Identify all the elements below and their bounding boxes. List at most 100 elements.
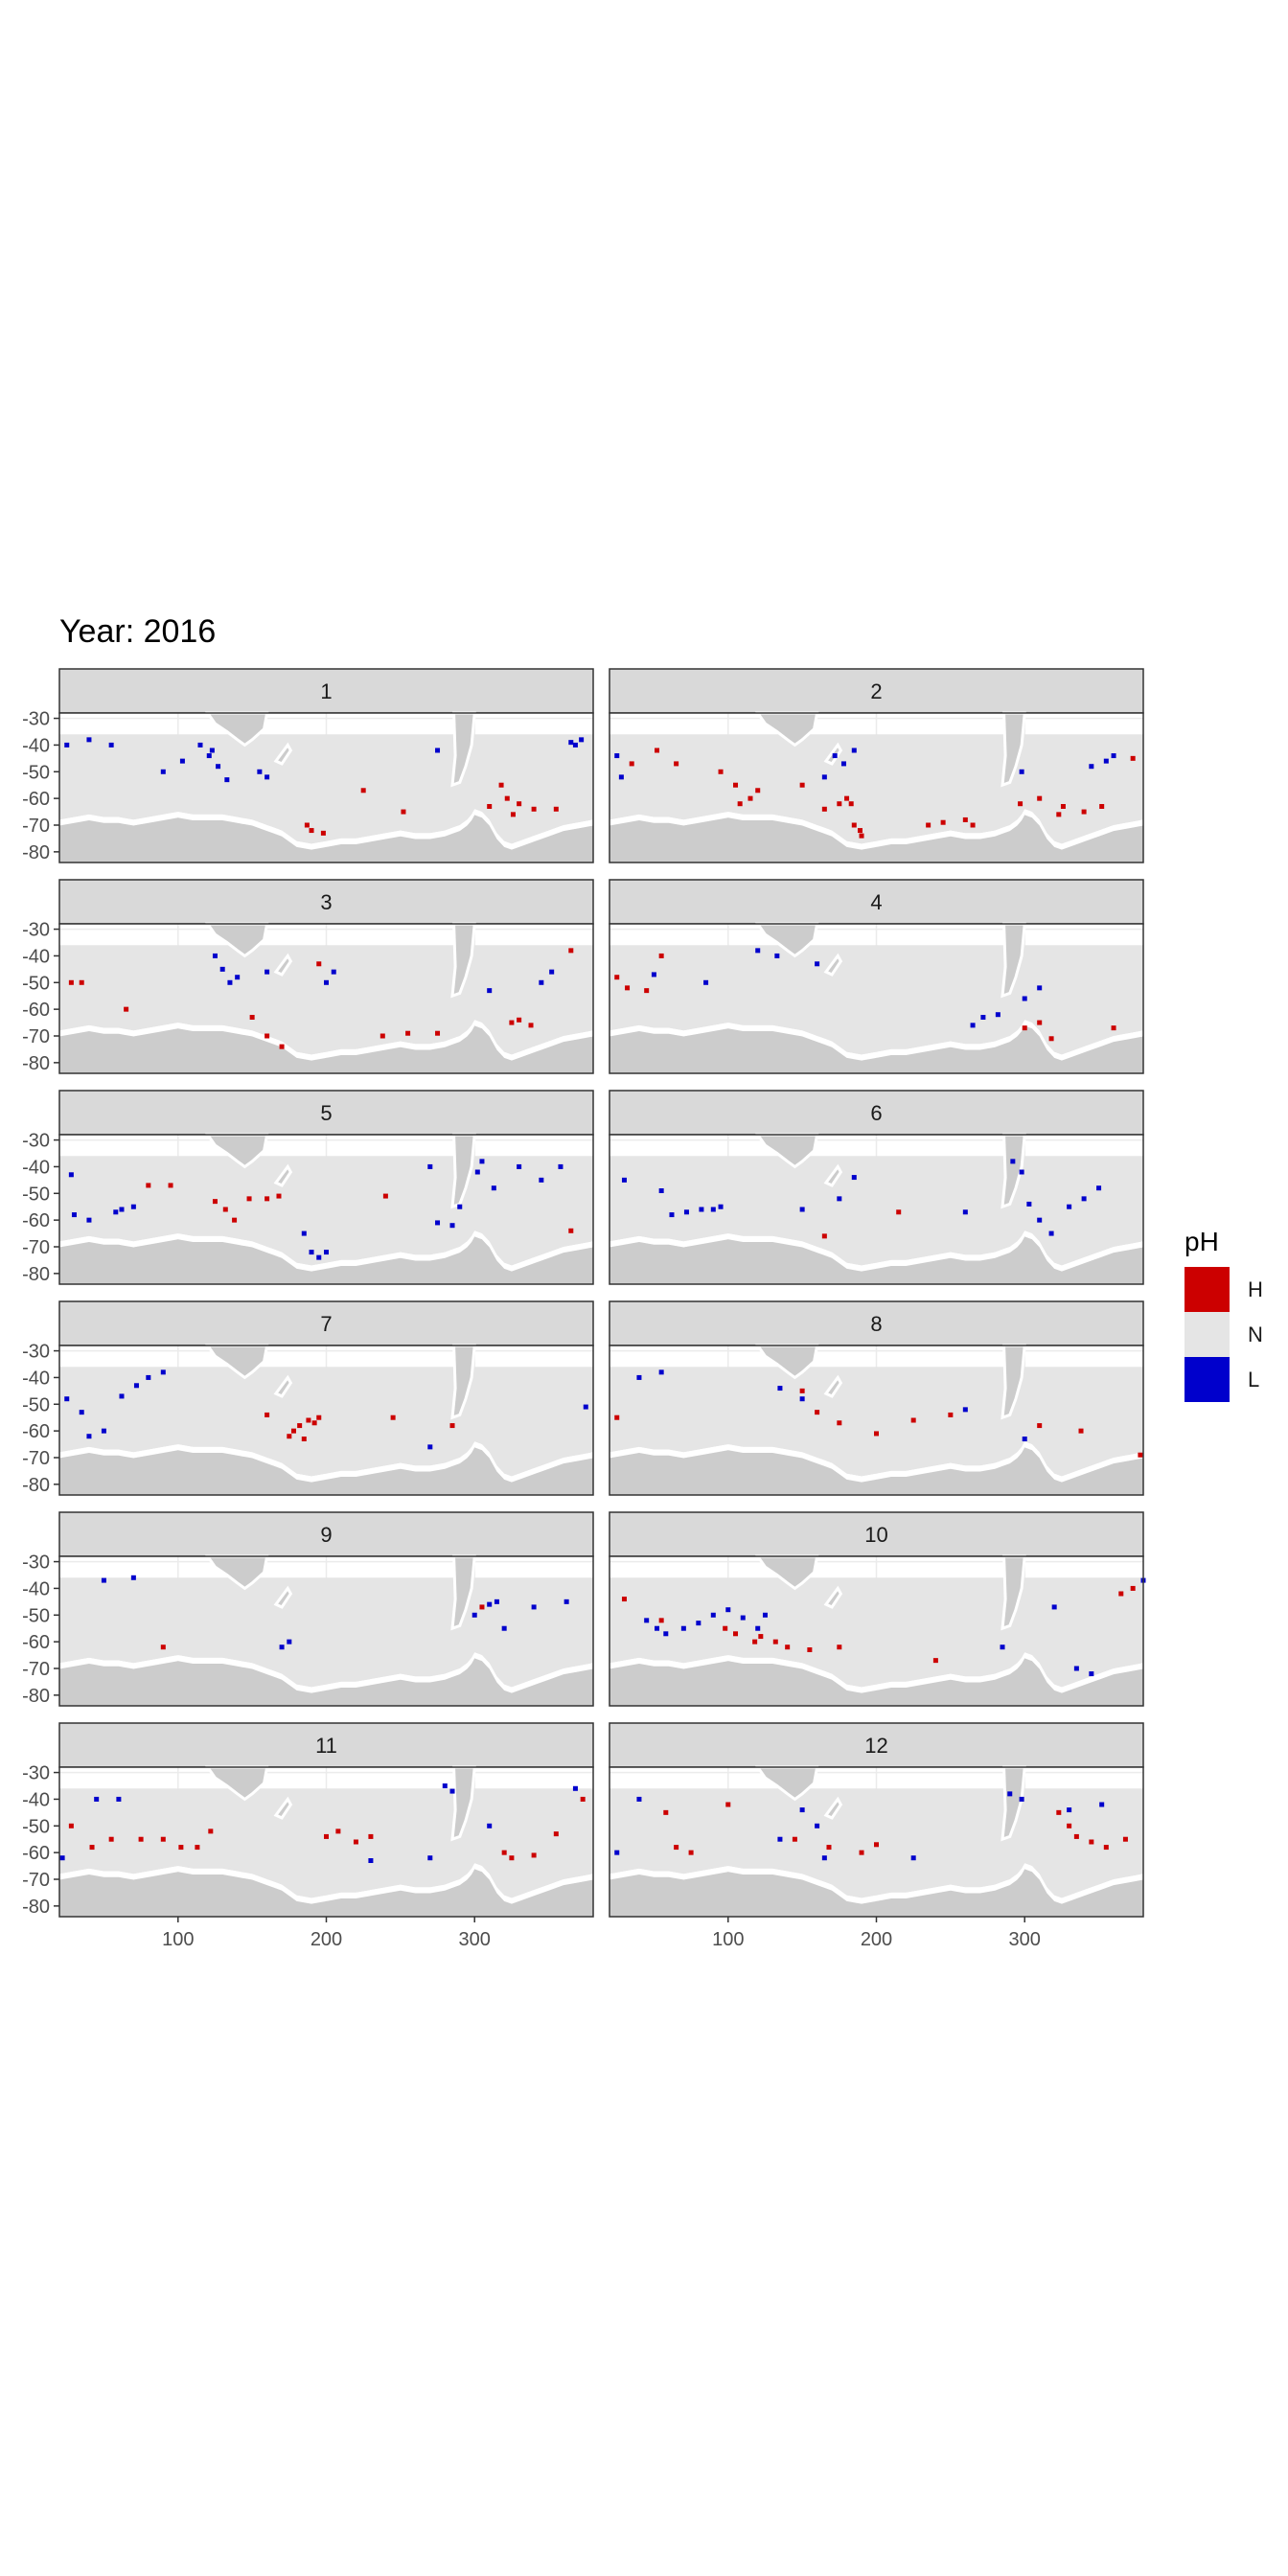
cell-high <box>932 1658 938 1664</box>
cell-high <box>658 953 664 958</box>
facet-strip <box>58 1090 594 1136</box>
cell-low <box>680 1625 686 1631</box>
cell-high <box>614 975 620 980</box>
cell-low <box>206 753 212 759</box>
cell-low <box>614 1850 620 1855</box>
y-tick-label: -50 <box>22 973 50 994</box>
cell-low <box>579 737 585 743</box>
cell-low <box>568 740 574 746</box>
cell-low <box>1103 758 1109 764</box>
coastal-band <box>610 1230 1143 1272</box>
cell-high <box>498 782 504 788</box>
cell-low <box>636 1374 642 1380</box>
cell-low <box>755 1625 761 1631</box>
cell-high <box>1103 1845 1109 1851</box>
cell-high <box>815 1410 820 1415</box>
cell-low <box>287 1639 292 1644</box>
cell-low <box>64 1396 70 1402</box>
facet-panel-8: 8 <box>609 1300 1144 1496</box>
cell-high <box>874 1431 879 1437</box>
cell-low <box>980 1015 986 1020</box>
cell-low <box>1051 1604 1057 1610</box>
cell-low <box>146 1374 151 1380</box>
continent-land <box>1000 1344 1026 1420</box>
cell-high <box>531 1852 537 1858</box>
cell-high <box>168 1183 173 1188</box>
cell-high <box>837 1420 842 1426</box>
y-tick-label: -40 <box>22 1368 50 1389</box>
cell-low <box>227 979 233 985</box>
cell-low <box>1007 1791 1013 1797</box>
cell-low <box>1000 1644 1005 1650</box>
facet-strip <box>609 668 1144 714</box>
y-tick-label: -70 <box>22 1026 50 1047</box>
cell-high <box>380 1033 385 1039</box>
facet-strip-label: 10 <box>864 1523 887 1547</box>
antarctica-land <box>610 815 1143 862</box>
cell-low <box>79 1410 84 1415</box>
cell-low <box>583 1404 588 1410</box>
cell-high <box>658 1618 664 1623</box>
cell-low <box>683 1209 689 1215</box>
cell-low <box>71 1212 77 1218</box>
cell-high <box>324 1833 329 1839</box>
y-tick-label: -30 <box>22 709 50 730</box>
cell-low <box>618 774 624 780</box>
cell-high <box>1048 1036 1054 1042</box>
cell-high <box>435 1030 441 1036</box>
continent-land <box>204 1765 269 1802</box>
cell-high <box>785 1644 791 1650</box>
cell-high <box>360 788 366 794</box>
cell-high <box>232 1217 238 1223</box>
cell-low <box>821 774 827 780</box>
cell-low <box>821 1855 827 1861</box>
coastal-band <box>59 1863 593 1904</box>
cell-high <box>733 1631 739 1637</box>
continent-land <box>823 1374 843 1398</box>
cell-high <box>748 795 753 801</box>
cell-high <box>799 782 805 788</box>
continent-land <box>823 1585 843 1609</box>
cell-high <box>826 1845 832 1851</box>
cell-low <box>301 1230 307 1236</box>
cell-low <box>995 1012 1000 1018</box>
facet-panel-11: 11 -30 -40 -50 -60 -70 -80 100 200 300 <box>22 1722 594 1950</box>
cell-high <box>68 979 74 985</box>
continent-land <box>450 1133 476 1209</box>
cell-high <box>1089 1839 1094 1845</box>
cell-high <box>79 979 84 985</box>
continent-land <box>1000 922 1026 999</box>
panel-border <box>58 1134 594 1285</box>
cell-high <box>1138 1452 1143 1458</box>
cell-high <box>479 1604 485 1610</box>
cell-low <box>696 1621 702 1626</box>
cell-high <box>926 822 932 828</box>
cell-low <box>1096 1185 1102 1191</box>
cell-high <box>1056 812 1062 817</box>
panel-border <box>58 1345 594 1496</box>
cell-high <box>851 822 857 828</box>
cell-high <box>859 1850 864 1855</box>
cell-low <box>474 1169 480 1175</box>
cell-low <box>799 1207 805 1212</box>
panel-border <box>58 923 594 1074</box>
cell-high <box>290 1428 296 1434</box>
panel-border <box>58 1555 594 1707</box>
cell-low <box>710 1207 716 1212</box>
facet-strip <box>58 668 594 714</box>
cell-low <box>517 1163 522 1169</box>
y-tick-label: -30 <box>22 1552 50 1574</box>
legend-item-high: H <box>1184 1267 1280 1312</box>
y-tick-label: -40 <box>22 946 50 967</box>
cell-low <box>487 1823 493 1828</box>
cell-high <box>160 1644 166 1650</box>
cell-high <box>718 769 724 774</box>
cell-low <box>644 1618 650 1623</box>
cell-high <box>287 1434 292 1439</box>
cell-low <box>777 1836 783 1842</box>
cell-low <box>219 966 225 972</box>
facet-panel-4: 4 <box>609 879 1144 1074</box>
facet-strip <box>58 1511 594 1557</box>
